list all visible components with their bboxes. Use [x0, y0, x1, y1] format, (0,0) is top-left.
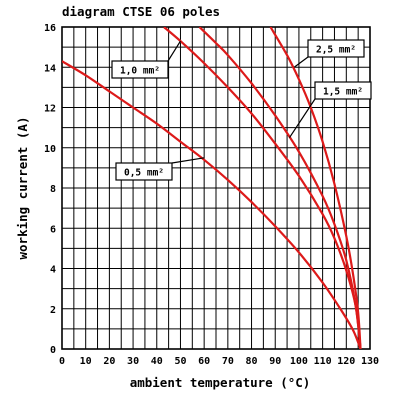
- annotation-label: 1,5 mm²: [323, 87, 363, 98]
- x-tick-label: 20: [103, 356, 115, 367]
- x-tick-label: 0: [59, 356, 65, 367]
- y-tick-label: 6: [50, 224, 56, 235]
- x-tick-label: 50: [174, 356, 186, 367]
- annotation-box: [115, 162, 173, 181]
- annotation-box: [111, 60, 169, 79]
- x-axis-label: ambient temperature (°C): [130, 375, 311, 390]
- y-tick-label: 10: [44, 144, 56, 155]
- x-tick-label: 130: [361, 356, 379, 367]
- x-tick-label: 110: [314, 356, 332, 367]
- annotation-label: 1,0 mm²: [120, 66, 160, 77]
- x-tick-label: 70: [222, 356, 234, 367]
- series-line: [269, 27, 362, 349]
- chart-title: diagram CTSE 06 poles: [62, 4, 220, 19]
- y-tick-label: 2: [50, 305, 56, 316]
- x-tick-label: 120: [337, 356, 355, 367]
- series-line: [163, 27, 362, 349]
- annotation-box: [314, 81, 372, 100]
- annotation-box: [307, 39, 365, 58]
- series-line: [62, 60, 362, 349]
- x-tick-labels: 0 10 20 30 40 50 60 70 80 90 100 110 120 130: [59, 356, 379, 367]
- y-tick-label: 14: [44, 63, 56, 74]
- annotation-leader: [293, 56, 309, 68]
- y-tick-label: 4: [50, 265, 56, 276]
- x-tick-label: 90: [269, 356, 281, 367]
- y-tick-labels: 0 2 4 6 8 10 12 14 16: [44, 23, 56, 356]
- x-tick-label: 100: [290, 356, 308, 367]
- x-tick-label: 60: [198, 356, 210, 367]
- x-tick-label: 30: [127, 356, 139, 367]
- annotation-leader: [288, 98, 316, 139]
- y-axis-label: working current (A): [15, 117, 30, 260]
- y-tick-label: 16: [44, 23, 56, 34]
- annotation-leader: [167, 40, 181, 62]
- current-curves: [62, 27, 362, 349]
- series-line: [198, 27, 362, 349]
- plot-frame: [61, 26, 371, 350]
- x-tick-label: 80: [246, 356, 258, 367]
- annotation-label: 0,5 mm²: [124, 168, 164, 179]
- curve-annotations: 1,0 mm² 2,5 mm² 1,5 mm² 0,5 mm²: [111, 39, 372, 181]
- annotation-leader: [171, 157, 205, 164]
- y-tick-label: 12: [44, 104, 56, 115]
- y-tick-label: 8: [50, 184, 56, 195]
- annotation-label: 2,5 mm²: [316, 45, 356, 56]
- x-tick-label: 40: [151, 356, 163, 367]
- x-tick-label: 10: [80, 356, 92, 367]
- y-tick-label: 0: [50, 345, 56, 356]
